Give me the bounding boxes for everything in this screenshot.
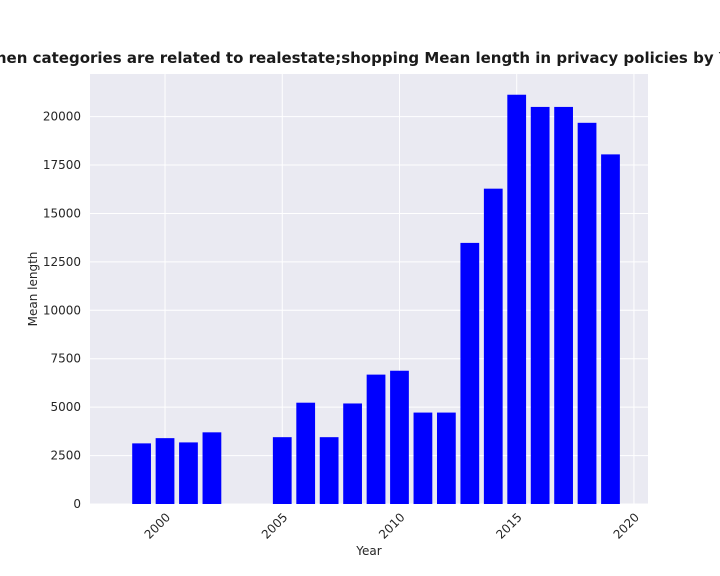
y-tick-label: 7500 bbox=[50, 352, 81, 366]
bar-2010 bbox=[390, 370, 409, 504]
y-tick-label: 20000 bbox=[43, 110, 81, 124]
bar-2014 bbox=[483, 188, 503, 504]
y-tick-label: 10000 bbox=[43, 303, 81, 317]
bar-2009 bbox=[366, 374, 386, 504]
bar-2005 bbox=[272, 437, 292, 504]
x-tick-labels: 2000 2005 2010 2015 2020 bbox=[142, 510, 642, 541]
x-tick-label: 2000 bbox=[142, 510, 173, 541]
x-tick-label: 2010 bbox=[376, 510, 407, 541]
bar-2018 bbox=[577, 122, 597, 504]
y-tick-label: 2500 bbox=[50, 449, 81, 463]
x-tick-label: 2015 bbox=[493, 510, 524, 541]
x-tick-label: 2020 bbox=[611, 510, 642, 541]
bar-2017 bbox=[554, 106, 573, 505]
bar-2000 bbox=[155, 438, 175, 504]
bar-2013 bbox=[460, 242, 480, 505]
y-tick-label: 5000 bbox=[50, 400, 81, 414]
bar-2015 bbox=[507, 94, 527, 505]
y-tick-labels: 0 2500 5000 7500 10000 12500 15000 17500 20000 bbox=[43, 110, 81, 511]
y-tick-label: 15000 bbox=[43, 206, 81, 220]
bar-2006 bbox=[296, 402, 316, 504]
bar-2019 bbox=[601, 154, 620, 505]
y-axis-label: Mean length bbox=[26, 252, 40, 327]
y-tick-label: 12500 bbox=[43, 255, 81, 269]
x-tick-label: 2005 bbox=[259, 510, 290, 541]
chart-title: when categories are related to realestat… bbox=[0, 49, 720, 67]
bar-2012 bbox=[436, 412, 456, 504]
bar-2001 bbox=[179, 442, 198, 504]
x-axis-label: Year bbox=[355, 544, 381, 558]
bar-2008 bbox=[343, 403, 362, 504]
bar-2011 bbox=[413, 412, 433, 504]
bar-2016 bbox=[530, 106, 550, 505]
bar-1999 bbox=[132, 443, 151, 504]
y-tick-label: 0 bbox=[73, 497, 81, 511]
bar-2002 bbox=[202, 432, 222, 504]
y-tick-label: 17500 bbox=[43, 158, 81, 172]
bar-2007 bbox=[319, 437, 339, 504]
bars bbox=[132, 94, 620, 505]
